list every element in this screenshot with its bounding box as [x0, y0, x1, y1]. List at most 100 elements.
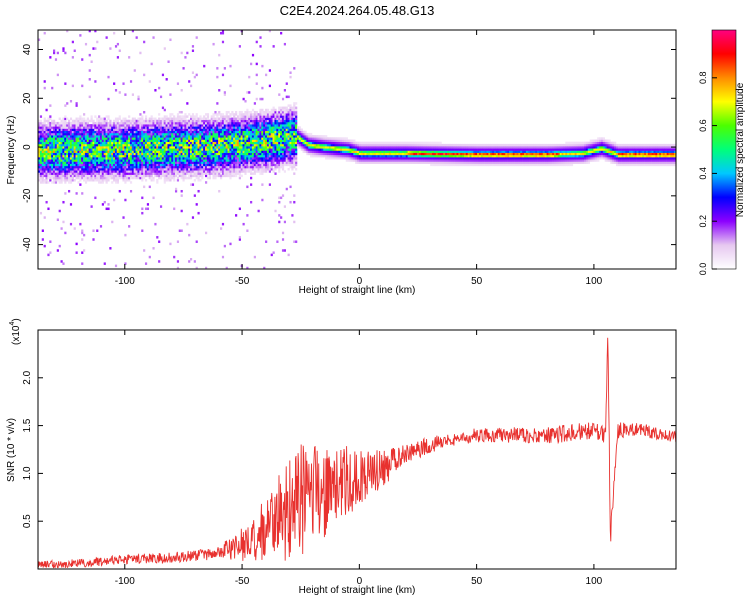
heatmap-cell — [49, 137, 52, 140]
heatmap-cell — [340, 143, 343, 147]
heatmap-cell — [242, 143, 245, 147]
heatmap-cell — [101, 150, 104, 153]
heatmap-cell — [131, 168, 134, 171]
heatmap-cell — [101, 157, 104, 160]
heatmap-cell — [180, 117, 183, 121]
heatmap-cell — [326, 137, 330, 140]
heatmap-cell — [79, 135, 82, 138]
heatmap-cell — [203, 117, 206, 121]
heatmap-cell — [114, 132, 118, 136]
heatmap-cell — [122, 165, 125, 169]
heatmap-cell — [135, 132, 138, 136]
heatmap-cell — [189, 137, 193, 140]
heatmap-cell — [212, 132, 215, 136]
heatmap-cell — [58, 165, 61, 169]
heatmap-cell — [340, 137, 343, 140]
heatmap-cell — [225, 113, 228, 116]
heatmap-cell — [45, 165, 48, 169]
heatmap-cell — [92, 143, 95, 147]
heatmap-cell — [189, 150, 193, 153]
heatmap-cell — [54, 137, 58, 140]
heatmap-cell — [81, 168, 84, 171]
heatmap-cell — [351, 157, 354, 160]
heatmap-cell — [345, 137, 348, 140]
heatmap-cell — [105, 157, 108, 160]
heatmap-cell — [38, 135, 41, 138]
heatmap-cell — [266, 165, 270, 169]
heatmap-cell — [118, 141, 121, 145]
heatmap-cell — [114, 121, 118, 125]
heatmap-cell — [278, 113, 281, 116]
heatmap-cell — [174, 168, 178, 171]
heatmap-cell — [278, 150, 281, 153]
heatmap-cell — [60, 260, 63, 263]
heatmap-cell — [75, 126, 78, 129]
heatmap-cell — [402, 159, 405, 162]
heatmap-cell — [148, 124, 151, 127]
heatmap-cell — [169, 135, 172, 138]
heatmap-cell — [388, 148, 392, 151]
heatmap-cell — [161, 174, 165, 178]
heatmap-cell — [69, 146, 73, 149]
heatmap-cell — [159, 130, 163, 134]
heatmap-cell — [201, 150, 204, 153]
heatmap-cell — [62, 146, 65, 149]
heatmap-cell — [176, 113, 180, 116]
heatmap-cell — [261, 157, 264, 160]
heatmap-cell — [223, 119, 226, 123]
heatmap-cell — [66, 124, 69, 127]
heatmap-cell — [98, 139, 101, 142]
heatmap-cell — [178, 165, 181, 169]
heatmap-cell — [111, 148, 114, 151]
heatmap-cell — [103, 179, 106, 182]
heatmap-cell — [422, 143, 425, 147]
heatmap-cell — [178, 139, 181, 142]
heatmap-cell — [71, 130, 74, 134]
heatmap-cell — [66, 159, 69, 162]
heatmap-cell — [94, 172, 97, 175]
heatmap-cell — [122, 152, 125, 156]
heatmap-cell — [167, 121, 170, 125]
heatmap-cell — [171, 163, 174, 167]
heatmap-cell — [143, 141, 146, 145]
heatmap-cell — [41, 176, 44, 180]
heatmap-cell — [45, 124, 48, 127]
heatmap-cell — [135, 163, 138, 167]
heatmap-cell — [159, 132, 163, 136]
heatmap-cell — [148, 141, 151, 145]
heatmap-cell — [56, 137, 59, 140]
heatmap-cell — [62, 179, 65, 182]
heatmap-cell — [235, 157, 238, 160]
heatmap-cell — [167, 119, 170, 123]
heatmap-cell — [205, 132, 208, 136]
heatmap-cell — [278, 132, 281, 136]
heatmap-cell — [266, 157, 270, 160]
heatmap-cell — [201, 163, 204, 167]
heatmap-cell — [289, 163, 292, 167]
heatmap-cell — [158, 132, 161, 136]
heatmap-cell — [240, 132, 243, 136]
heatmap-cell — [56, 121, 59, 125]
heatmap-cell — [86, 174, 89, 178]
heatmap-cell — [285, 187, 288, 191]
heatmap-cell — [182, 172, 185, 175]
heatmap-cell — [216, 165, 219, 169]
heatmap-cell — [191, 165, 195, 169]
heatmap-cell — [171, 146, 174, 149]
heatmap-cell — [244, 139, 247, 142]
heatmap-cell — [79, 119, 82, 123]
heatmap-cell — [111, 139, 114, 142]
heatmap-cell — [165, 141, 168, 145]
heatmap-cell — [114, 159, 118, 162]
heatmap-cell — [150, 137, 153, 140]
heatmap-cell — [167, 163, 170, 167]
heatmap-cell — [291, 154, 294, 158]
heatmap-cell — [195, 132, 198, 136]
heatmap-cell — [287, 168, 290, 171]
heatmap-cell — [186, 139, 189, 142]
heatmap-cell — [280, 113, 283, 116]
heatmap-cell — [105, 154, 108, 158]
heatmap-cell — [178, 132, 181, 136]
heatmap-cell — [238, 137, 241, 140]
heatmap-cell — [90, 163, 93, 167]
